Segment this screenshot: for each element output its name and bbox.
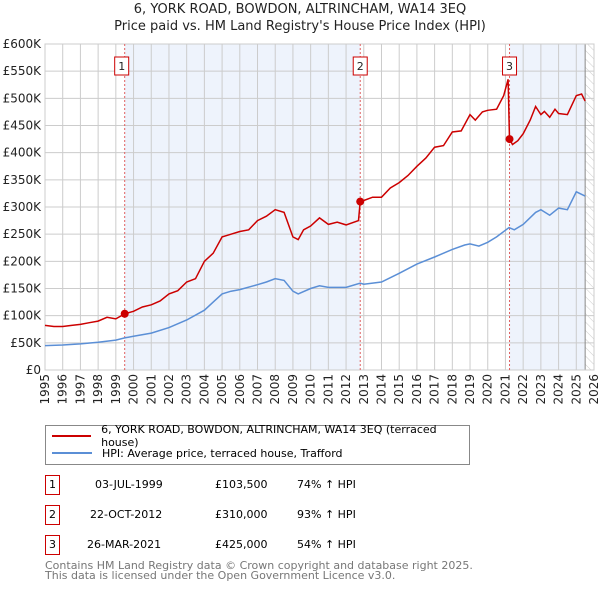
y-tick-label: £50K [10,336,42,350]
y-tick-label: £400K [3,146,43,160]
legend-label: HPI: Average price, terraced house, Traf… [102,446,343,460]
x-tick-label: 2024 [552,374,566,405]
x-tick-label: 2018 [445,374,459,405]
x-tick-label: 2023 [534,374,548,405]
x-tick-label: 2001 [144,374,158,405]
legend-item-hpi: HPI: Average price, terraced house, Traf… [46,445,343,461]
transaction-row: 1 03-JUL-1999 £103,500 74% ↑ HPI [45,475,465,495]
y-tick-label: £100K [3,309,43,323]
y-tick-label: £0 [26,363,41,377]
x-tick-label: 2009 [286,374,300,405]
x-tick-label: 1996 [56,374,70,405]
sale-label-box [502,56,518,76]
y-tick-label: £450K [3,119,43,133]
sale-label: 1 [118,60,125,73]
plot-frame [44,43,595,371]
x-tick-label: 2011 [321,374,335,405]
y-tick-label: £600K [3,37,43,51]
x-tick-label: 2003 [180,374,194,405]
x-tick-label: 2021 [498,374,512,405]
sale-point [505,135,514,144]
sale-label-box [352,56,368,76]
x-tick-label: 1997 [73,374,87,405]
x-tick-label: 2013 [357,374,371,405]
x-tick-label: 1995 [38,374,52,405]
y-tick-label: £500K [3,91,43,105]
x-tick-label: 2022 [516,374,530,405]
footer-licence: This data is licensed under the Open Gov… [45,569,396,582]
x-tick-label: 2000 [127,374,141,405]
y-tick-label: £550K [3,64,43,78]
x-tick-label: 2007 [251,374,265,405]
x-tick-label: 2015 [392,374,406,405]
y-tick-label: £200K [3,254,43,268]
sale-date: 22-OCT-2012 [90,508,163,521]
y-tick-label: £350K [3,173,43,187]
sale-label: 2 [357,60,364,73]
x-tick-label: 1998 [91,374,105,405]
footer: Contains HM Land Registry data © Crown c… [45,559,473,582]
sale-marker-badge: 3 [45,535,60,555]
x-tick-label: 2010 [304,374,318,405]
x-tick-label: 2016 [410,374,424,405]
legend-swatch-red [52,435,92,437]
chart-title: 6, YORK ROAD, BOWDON, ALTRINCHAM, WA14 3… [133,2,467,17]
transaction-row: 2 22-OCT-2012 £310,000 93% ↑ HPI [45,505,465,525]
legend-label: 6, YORK ROAD, BOWDON, ALTRINCHAM, WA14 3… [101,423,437,449]
sale-hpi-change: 54% ↑ HPI [297,538,356,551]
x-tick-label: 2026 [587,374,600,405]
legend-swatch-blue [52,452,92,454]
sale-date: 03-JUL-1999 [95,478,163,491]
sale-hpi-change: 74% ↑ HPI [297,478,356,491]
sale-price: £310,000 [215,508,268,521]
x-tick-label: 2004 [197,374,211,405]
sale-label: 3 [506,60,513,73]
sale-label-box [114,56,130,76]
y-tick-label: £150K [3,282,43,296]
sale-date: 26-MAR-2021 [87,538,162,551]
x-tick-label: 2008 [268,374,282,405]
x-tick-label: 2005 [215,374,229,405]
sale-point [120,309,129,318]
x-tick-label: 2006 [233,374,247,405]
transaction-row: 3 26-MAR-2021 £425,000 54% ↑ HPI [45,535,465,555]
chart-subtitle: Price paid vs. HM Land Registry's House … [114,19,486,34]
x-tick-label: 2002 [162,374,176,405]
y-tick-label: £300K [3,200,43,214]
sale-point [356,197,365,206]
x-tick-label: 2014 [374,374,388,405]
legend-item-property: 6, YORK ROAD, BOWDON, ALTRINCHAM, WA14 3… [46,423,469,449]
legend: 6, YORK ROAD, BOWDON, ALTRINCHAM, WA14 3… [45,423,470,465]
sale-marker-badge: 1 [45,475,60,495]
x-tick-label: 1999 [109,374,123,405]
y-tick-label: £250K [3,227,43,241]
x-tick-label: 2017 [428,374,442,405]
sale-price: £425,000 [215,538,268,551]
sale-price: £103,500 [215,478,268,491]
x-tick-label: 2019 [463,374,477,405]
sale-marker-badge: 2 [45,505,60,525]
sale-hpi-change: 93% ↑ HPI [297,508,356,521]
x-tick-label: 2012 [339,374,353,405]
x-tick-label: 2025 [569,374,583,405]
footer-copyright: Contains HM Land Registry data © Crown c… [45,559,473,572]
series-line [44,190,586,347]
price-chart: 1995 1996 1997 1998 1999 2000 2001 2002 2003 2004… [3,37,600,405]
series-line [44,79,586,328]
x-tick-label: 2020 [481,374,495,405]
